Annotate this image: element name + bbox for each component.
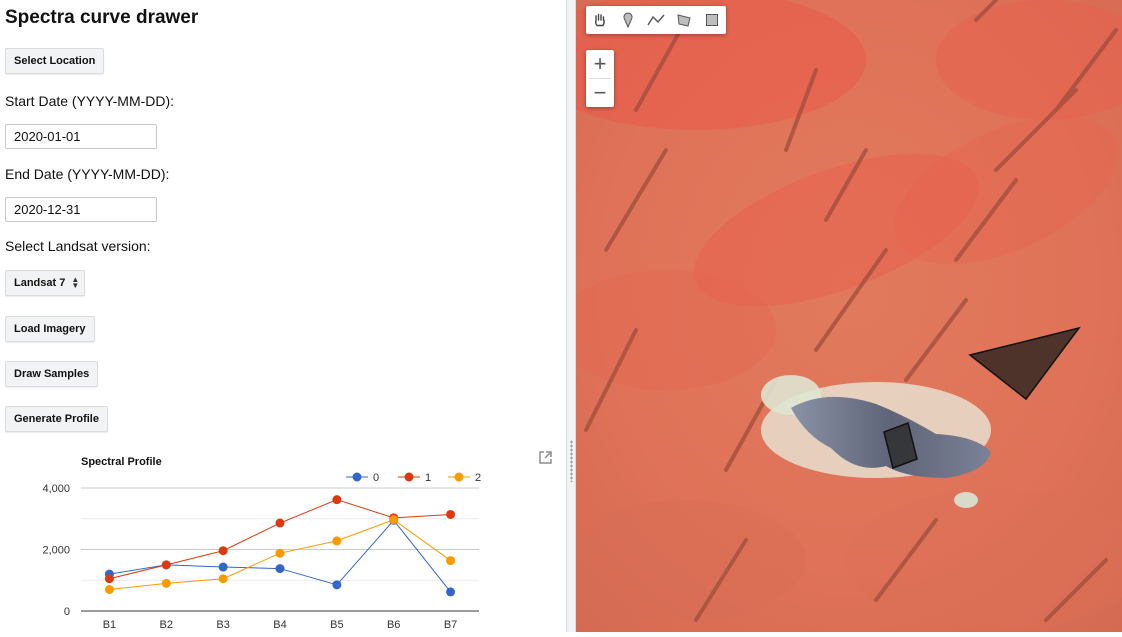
rectangle-icon[interactable]: [698, 6, 726, 34]
data-point: [275, 564, 285, 574]
point-icon[interactable]: [614, 6, 642, 34]
polygon-icon[interactable]: [670, 6, 698, 34]
data-point: [218, 574, 228, 584]
zoom-divider: [589, 78, 611, 79]
data-point: [218, 562, 228, 572]
select-arrows-icon: ▲ ▼: [71, 275, 80, 290]
select-location-button[interactable]: Select Location: [5, 48, 105, 74]
data-point: [161, 578, 171, 588]
draw-samples-button[interactable]: Draw Samples: [5, 361, 99, 387]
line-icon[interactable]: [642, 6, 670, 34]
data-point: [275, 518, 285, 528]
data-point: [446, 587, 456, 597]
landsat-version-select[interactable]: Landsat 7 ▲ ▼: [5, 270, 86, 296]
legend-label: 1: [425, 472, 431, 484]
chart-title: Spectral Profile: [81, 456, 162, 468]
x-tick-label: B3: [216, 619, 229, 631]
data-point: [332, 580, 342, 590]
satellite-imagery[interactable]: [576, 0, 1122, 632]
popout-icon[interactable]: [538, 450, 553, 470]
start-date-label: Start Date (YYYY-MM-DD):: [5, 93, 175, 109]
end-date-input[interactable]: [5, 197, 157, 222]
data-point: [218, 546, 228, 556]
y-tick-label: 2,000: [42, 545, 70, 557]
data-point: [161, 560, 171, 570]
chart-svg: Spectral Profile 0 2,000 4,000 B1 B2 B3 B4 B5 B6…: [42, 456, 481, 631]
start-date-input[interactable]: [5, 124, 157, 149]
generate-profile-button[interactable]: Generate Profile: [5, 406, 108, 432]
legend-label: 0: [373, 472, 379, 484]
x-tick-label: B2: [160, 619, 173, 631]
zoom-in-button[interactable]: +: [593, 51, 607, 76]
data-point: [389, 515, 399, 525]
x-tick-label: B5: [330, 619, 343, 631]
data-point: [104, 574, 114, 584]
hand-icon[interactable]: [586, 6, 614, 34]
zoom-out-button[interactable]: −: [593, 80, 607, 105]
x-tick-label: B1: [103, 619, 116, 631]
x-tick-label: B6: [387, 619, 400, 631]
zoom-control: + −: [586, 50, 614, 107]
data-point: [332, 536, 342, 546]
spectral-profile-chart: Spectral Profile 0 2,000 4,000 B1 B2 B3 B4 B5 B6…: [0, 445, 566, 632]
data-point: [104, 584, 114, 594]
y-tick-label: 4,000: [42, 483, 70, 495]
panel-splitter[interactable]: [566, 0, 576, 632]
x-tick-label: B7: [444, 619, 457, 631]
map-view[interactable]: + −: [576, 0, 1122, 632]
legend-label: 2: [475, 472, 481, 484]
y-tick-label: 0: [64, 606, 70, 618]
control-panel: Spectra curve drawer Select Location Sta…: [0, 7, 566, 632]
sample-rectangle[interactable]: [883, 422, 918, 469]
data-point: [332, 495, 342, 505]
end-date-label: End Date (YYYY-MM-DD):: [5, 166, 170, 182]
page-title: Spectra curve drawer: [5, 7, 199, 28]
legend-marker: [454, 472, 464, 482]
data-point: [275, 548, 285, 558]
data-point: [446, 556, 456, 566]
legend-marker: [352, 472, 362, 482]
data-point: [446, 509, 456, 519]
drawing-toolbar: [586, 6, 726, 34]
legend-marker: [404, 472, 414, 482]
sample-triangle[interactable]: [968, 326, 1081, 401]
x-tick-label: B4: [273, 619, 286, 631]
splitter-grip-icon[interactable]: [570, 440, 573, 482]
landsat-selected-value: Landsat 7: [14, 277, 66, 289]
load-imagery-button[interactable]: Load Imagery: [5, 316, 95, 342]
landsat-version-label: Select Landsat version:: [5, 238, 151, 254]
